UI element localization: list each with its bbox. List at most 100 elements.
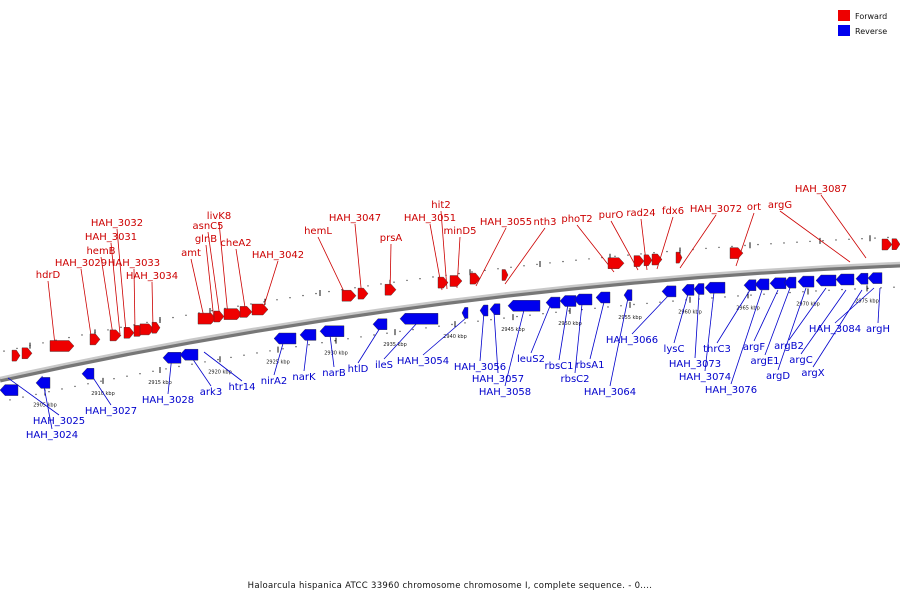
gene-leader-line (530, 305, 551, 354)
guide-dot (724, 296, 726, 298)
guide-dot (295, 346, 297, 348)
guide-dot (185, 314, 187, 316)
gene-leader-line (558, 303, 569, 361)
guide-dot (555, 311, 557, 313)
reverse-gene-label: HAH_3056 (454, 362, 506, 373)
guide-dot (204, 361, 206, 363)
guide-dot (646, 302, 648, 305)
forward-gene-arrow (239, 306, 253, 318)
forward-gene-label: hemL (304, 226, 332, 237)
reverse-gene-arrow (704, 282, 726, 294)
reverse-gene-arrow (835, 273, 855, 286)
guide-dot (256, 352, 258, 354)
guide-dot (614, 255, 616, 257)
forward-gene-label: HAH_3034 (126, 271, 178, 282)
guide-dot (360, 336, 362, 338)
gene-leader-line (753, 289, 779, 342)
gene-leader-line (329, 334, 335, 368)
reverse-gene-label: HAH_3057 (472, 374, 524, 385)
reverse-gene-arrow (399, 313, 439, 325)
reverse-gene-arrow (595, 291, 611, 304)
guide-dot (744, 244, 746, 247)
reverse-gene-label: HAH_3064 (584, 387, 636, 398)
forward-gene-label: HAH_3087 (795, 184, 847, 195)
gene-leader-line (110, 242, 121, 335)
guide-dot (425, 327, 427, 329)
guide-dot (510, 266, 512, 268)
forward-gene-label: livK8 (207, 211, 231, 222)
kbp-tick-label: 2950 kbp (558, 321, 582, 327)
reverse-gene-label: nirA2 (261, 376, 287, 387)
forward-gene-label: phoT2 (561, 214, 592, 225)
reverse-gene-label: HAH_3073 (669, 359, 721, 370)
backbone-shadow (0, 262, 900, 383)
reverse-gene-arrow (783, 276, 797, 289)
guide-dot (562, 260, 564, 263)
gene-leader-line (357, 327, 381, 364)
guide-dot (152, 370, 154, 372)
forward-gene-arrow (437, 276, 449, 289)
guide-dot (321, 342, 323, 344)
gene-leader-line (493, 311, 499, 374)
reverse-gene-label: lysC (664, 344, 685, 355)
guide-dot (802, 291, 804, 293)
gene-leader-line (834, 287, 875, 324)
forward-gene-label: argG (768, 200, 792, 211)
guide-dot (458, 272, 460, 275)
forward-gene-label: ort (747, 202, 761, 213)
guide-dot (178, 365, 180, 368)
forward-gene-label: prsA (380, 233, 403, 244)
forward-gene-label: HAH_3042 (252, 250, 304, 261)
forward-gene-arrow (651, 253, 663, 266)
guide-dot (432, 276, 434, 278)
gene-leader-line (504, 227, 546, 285)
reverse-gene-label: argC (789, 355, 812, 366)
guide-dot (354, 287, 356, 289)
gene-leader-line (205, 244, 215, 321)
forward-gene-label: HAH_3029 (55, 258, 107, 269)
guide-dot (451, 323, 453, 326)
reverse-gene-label: HAH_3027 (85, 406, 137, 417)
forward-gene-arrow (123, 327, 135, 339)
kbp-tick-label: 2920 kbp (208, 369, 232, 375)
guide-dot (523, 265, 525, 267)
gene-leader-line (80, 268, 93, 343)
guide-dot (315, 292, 317, 295)
guide-dot (464, 322, 466, 324)
gene-leader-line (777, 287, 807, 371)
guide-dot (269, 350, 271, 352)
forward-gene-label: asnC5 (192, 221, 223, 232)
gene-arrows (0, 238, 900, 396)
guide-dot (815, 290, 817, 292)
guide-dot (191, 363, 193, 365)
guide-dot (796, 241, 798, 243)
forward-gene-arrow (607, 257, 625, 269)
guide-dot (217, 358, 219, 361)
reverse-gene-arrow (489, 303, 501, 315)
guide-dot (367, 285, 369, 287)
guide-dot (308, 344, 310, 346)
kbp-tick-label: 2910 kbp (91, 391, 115, 397)
forward-gene-label: cheA2 (220, 238, 251, 249)
reverse-gene-label: HAH_3028 (142, 395, 194, 406)
forward-gene-label: HAH_3055 (480, 217, 532, 228)
guide-dot (250, 303, 252, 305)
reverse-gene-label: narK (292, 372, 316, 383)
forward-gene-arrow (633, 255, 645, 267)
gene-leader-line (820, 194, 867, 259)
forward-gene-label: minD5 (444, 226, 477, 237)
guide-dot (867, 287, 869, 290)
guide-dot (373, 334, 375, 336)
reverse-gene-arrow (545, 296, 561, 309)
forward-gene-arrow (223, 308, 243, 320)
forward-gene-arrow (891, 238, 900, 250)
gene-leader-line (422, 317, 467, 356)
guide-dot (42, 342, 44, 344)
guide-dot (243, 354, 245, 356)
reverse-gene-label: ark3 (200, 387, 222, 398)
reverse-gene-label: htlD (348, 364, 369, 375)
forward-gene-arrow (341, 290, 357, 302)
forward-gene-arrow (357, 287, 369, 300)
